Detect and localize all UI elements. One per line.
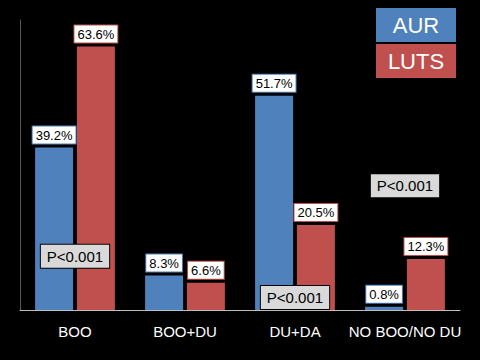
- svg-text:0.8%: 0.8%: [369, 287, 399, 302]
- svg-text:DU+DA: DU+DA: [269, 323, 320, 340]
- svg-text:P<0.001: P<0.001: [47, 248, 103, 265]
- svg-text:LUTS: LUTS: [388, 49, 444, 74]
- svg-text:NO BOO/NO DU: NO BOO/NO DU: [349, 323, 462, 340]
- svg-text:6.6%: 6.6%: [191, 263, 221, 278]
- svg-text:39.2%: 39.2%: [36, 128, 73, 143]
- svg-text:AUR: AUR: [393, 13, 439, 38]
- svg-text:12.3%: 12.3%: [407, 239, 444, 254]
- svg-text:8.3%: 8.3%: [149, 256, 179, 271]
- svg-text:BOO: BOO: [58, 323, 91, 340]
- svg-text:BOO+DU: BOO+DU: [153, 323, 217, 340]
- svg-text:P<0.001: P<0.001: [377, 177, 433, 194]
- svg-text:P<0.001: P<0.001: [267, 289, 323, 306]
- svg-text:63.6%: 63.6%: [77, 27, 114, 42]
- svg-text:20.5%: 20.5%: [297, 205, 334, 220]
- svg-text:51.7%: 51.7%: [256, 76, 293, 91]
